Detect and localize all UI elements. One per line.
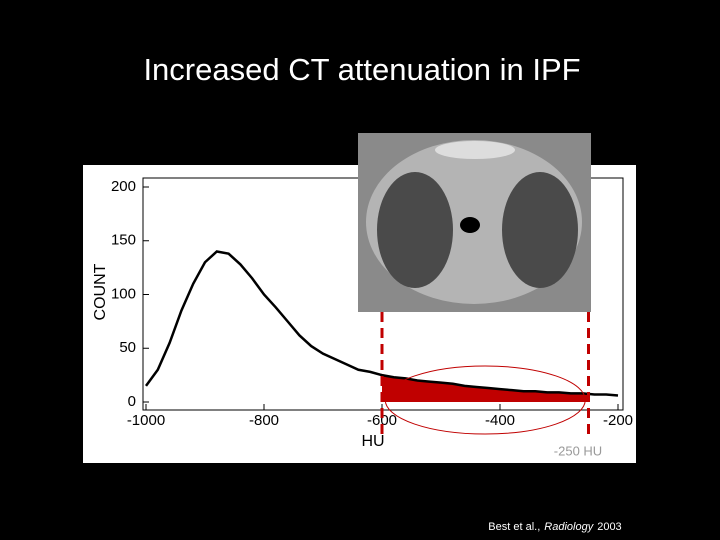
x-tick-label: -600 — [367, 412, 397, 429]
x-axis-label: HU — [361, 433, 384, 450]
ct-trachea — [460, 217, 480, 233]
citation-journal: Radiology — [544, 521, 594, 533]
y-tick-label: 50 — [119, 339, 136, 356]
x-tick-label: -800 — [249, 412, 279, 429]
y-tick-label: 100 — [111, 285, 136, 302]
y-tick-label: 0 — [128, 393, 136, 410]
highlight-ellipse — [384, 365, 586, 435]
x-tick-label: -200 — [603, 412, 633, 429]
slide-title: Increased CT attenuation in IPF — [143, 52, 580, 87]
ct-lung — [502, 172, 578, 288]
ct-sternum — [435, 141, 515, 159]
citation-authors: Best et al., — [488, 521, 540, 533]
y-axis-label: COUNT — [92, 263, 109, 320]
y-tick-label: 150 — [111, 232, 136, 249]
citation: Best et al., Radiology 2003 — [488, 521, 621, 533]
ct-lung — [377, 172, 453, 288]
data-line — [144, 250, 619, 397]
citation-year: 2003 — [597, 521, 621, 533]
ct-image — [358, 133, 591, 312]
highlight-label: -250 HU — [554, 443, 602, 458]
x-tick-label: -400 — [485, 412, 515, 429]
x-tick-label: -1000 — [127, 412, 165, 429]
y-tick-label: 200 — [111, 178, 136, 195]
